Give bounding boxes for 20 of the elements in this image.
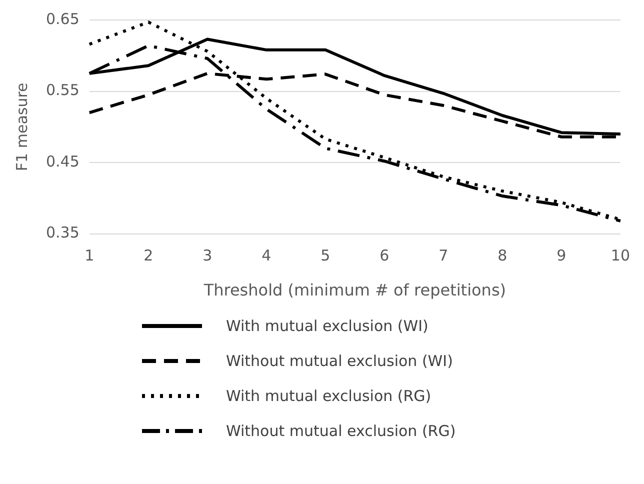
legend-label: With mutual exclusion (RG)	[226, 386, 432, 404]
x-tick-label: 4	[262, 246, 272, 265]
y-axis-title: F1 measure	[12, 82, 31, 172]
y-tick-label: 0.55	[46, 81, 80, 100]
x-tick-label: 6	[380, 246, 390, 265]
x-tick-label: 10	[610, 246, 630, 265]
x-tick-label: 1	[84, 246, 94, 265]
x-tick-label: 5	[320, 246, 330, 265]
x-tick-label: 9	[556, 246, 566, 265]
y-tick-label: 0.45	[46, 152, 80, 170]
y-tick-label: 0.65	[46, 10, 80, 28]
y-tick-label: 0.35	[46, 224, 80, 242]
legend-label: Without mutual exclusion (WI)	[226, 352, 453, 370]
x-tick-label: 7	[438, 246, 448, 265]
x-tick-label: 2	[144, 246, 154, 265]
x-tick-label: 3	[202, 246, 212, 265]
legend-label: With mutual exclusion (WI)	[226, 316, 428, 334]
x-axis-title: Threshold (minimum # of repetitions)	[202, 280, 506, 300]
x-tick-label: 8	[498, 246, 508, 265]
legend-label: Without mutual exclusion (RG)	[226, 422, 456, 440]
